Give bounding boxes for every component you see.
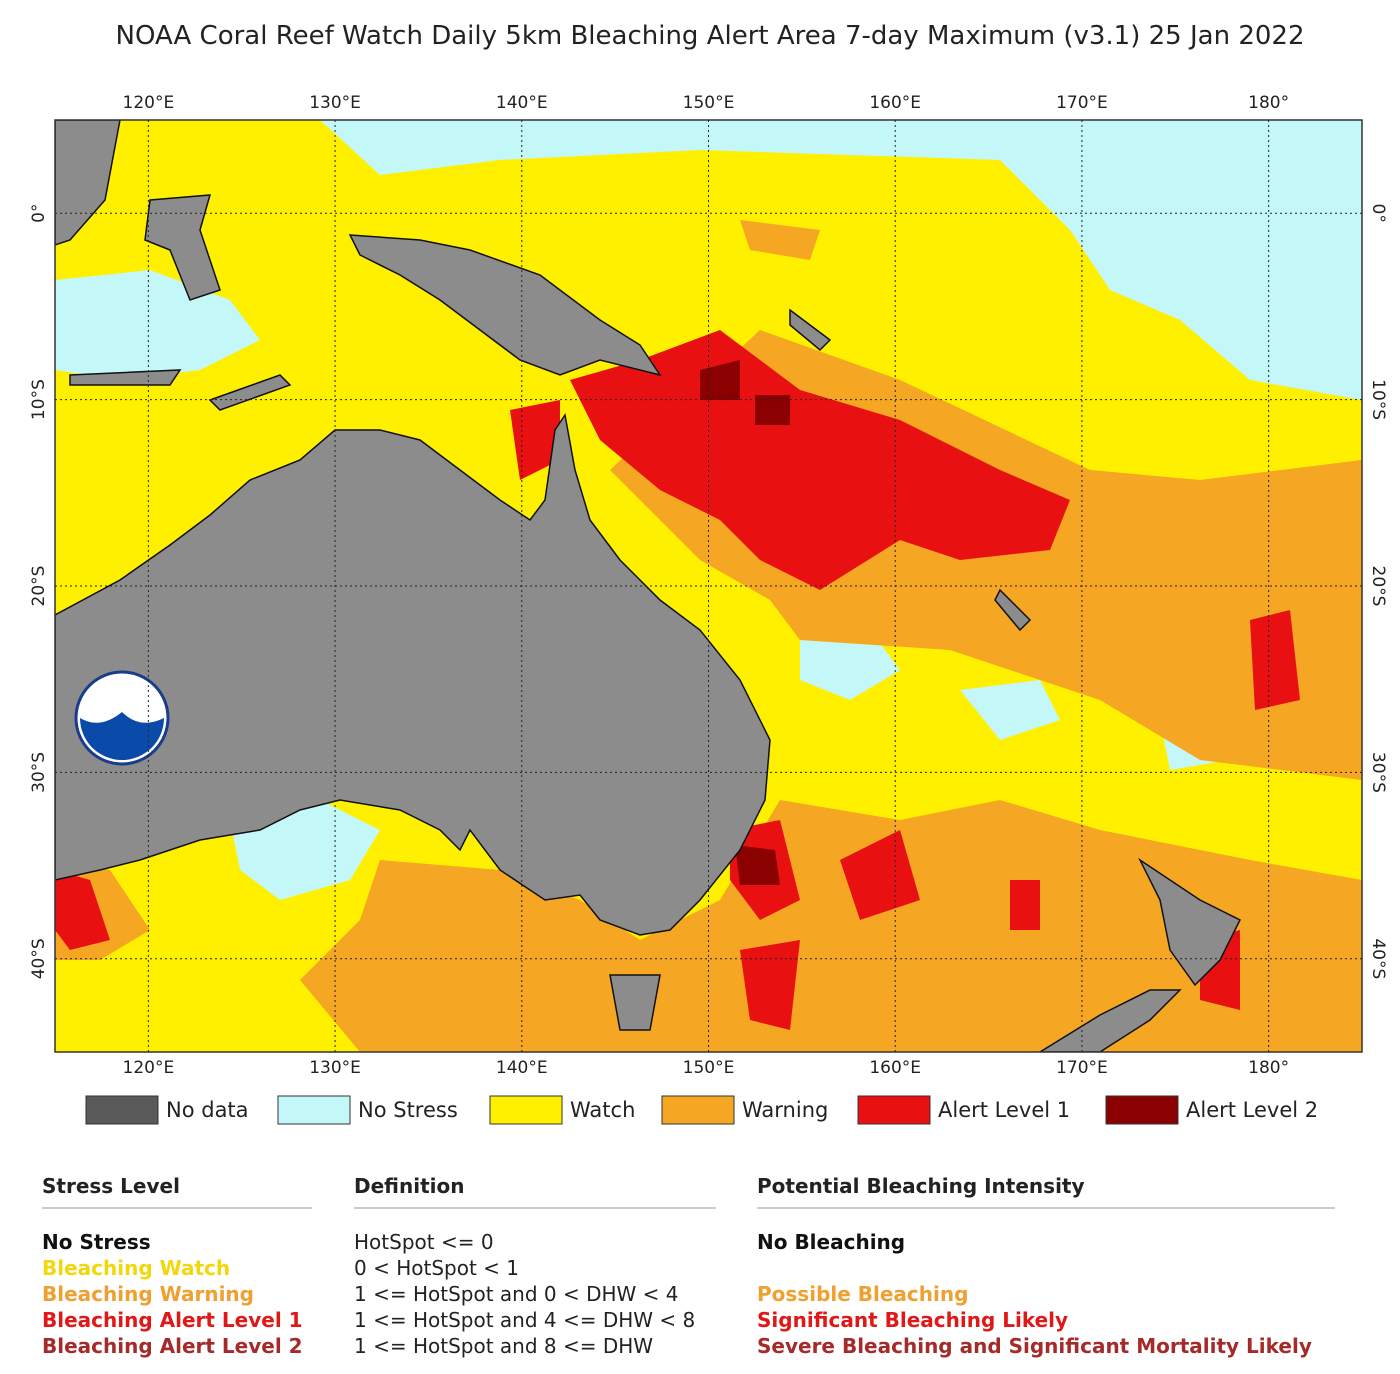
lon-label: 180° bbox=[1248, 93, 1289, 113]
table-header: Stress Level bbox=[42, 1174, 180, 1198]
lat-label: 20°S bbox=[1368, 566, 1388, 607]
lat-label: 10°S bbox=[29, 379, 49, 420]
table-cell: Bleaching Alert Level 2 bbox=[42, 1334, 303, 1358]
table-cell: Significant Bleaching Likely bbox=[757, 1308, 1068, 1332]
lon-label: 140°E bbox=[496, 93, 548, 113]
table-cell: HotSpot <= 0 bbox=[354, 1230, 494, 1254]
table-header: Potential Bleaching Intensity bbox=[757, 1174, 1085, 1198]
lon-label: 140°E bbox=[496, 1058, 548, 1078]
table-cell: 0 < HotSpot < 1 bbox=[354, 1256, 519, 1280]
lon-label: 160°E bbox=[869, 1058, 921, 1078]
lat-label: 40°S bbox=[29, 938, 49, 979]
lat-label: 30°S bbox=[29, 752, 49, 793]
title: NOAA Coral Reef Watch Daily 5km Bleachin… bbox=[116, 21, 1305, 51]
table-cell: Bleaching Alert Level 1 bbox=[42, 1308, 303, 1332]
legend-swatch bbox=[277, 1095, 351, 1125]
lat-label: 30°S bbox=[1368, 752, 1388, 793]
lon-label: 120°E bbox=[123, 1058, 175, 1078]
legend-swatch bbox=[857, 1095, 931, 1125]
table-cell: 1 <= HotSpot and 8 <= DHW bbox=[354, 1334, 653, 1358]
lat-label: 40°S bbox=[1368, 938, 1388, 979]
lon-label: 120°E bbox=[123, 93, 175, 113]
lon-label: 180° bbox=[1248, 1058, 1289, 1078]
lat-label: 10°S bbox=[1368, 379, 1388, 420]
table-cell: Possible Bleaching bbox=[757, 1282, 968, 1306]
lat-label: 0° bbox=[1368, 204, 1388, 223]
legend-swatch bbox=[1105, 1095, 1179, 1125]
legend-label: Watch bbox=[570, 1098, 635, 1122]
lat-label: 0° bbox=[29, 204, 49, 223]
table-cell: No Stress bbox=[42, 1230, 151, 1254]
lon-label: 130°E bbox=[309, 93, 361, 113]
table-cell: 1 <= HotSpot and 4 <= DHW < 8 bbox=[354, 1308, 695, 1332]
lon-label: 170°E bbox=[1056, 1058, 1108, 1078]
lon-label: 150°E bbox=[683, 93, 735, 113]
legend-swatch bbox=[85, 1095, 159, 1125]
table-cell: 1 <= HotSpot and 0 < DHW < 4 bbox=[354, 1282, 679, 1306]
legend-swatch bbox=[661, 1095, 735, 1125]
legend-label: No data bbox=[166, 1098, 249, 1122]
table-cell: Severe Bleaching and Significant Mortali… bbox=[757, 1334, 1312, 1358]
grid bbox=[55, 120, 1362, 1052]
table-cell: No Bleaching bbox=[757, 1230, 905, 1254]
table-header: Definition bbox=[354, 1174, 464, 1198]
legend-label: Alert Level 2 bbox=[1186, 1098, 1318, 1122]
lat-label: 20°S bbox=[29, 566, 49, 607]
legend-label: Warning bbox=[742, 1098, 828, 1122]
lon-label: 130°E bbox=[309, 1058, 361, 1078]
lon-label: 170°E bbox=[1056, 93, 1108, 113]
legend-label: Alert Level 1 bbox=[938, 1098, 1070, 1122]
legend-swatch bbox=[489, 1095, 563, 1125]
legend-label: No Stress bbox=[358, 1098, 458, 1122]
table-cell: Bleaching Watch bbox=[42, 1256, 230, 1280]
lon-label: 150°E bbox=[683, 1058, 735, 1078]
lon-label: 160°E bbox=[869, 93, 921, 113]
table-cell: Bleaching Warning bbox=[42, 1282, 254, 1306]
